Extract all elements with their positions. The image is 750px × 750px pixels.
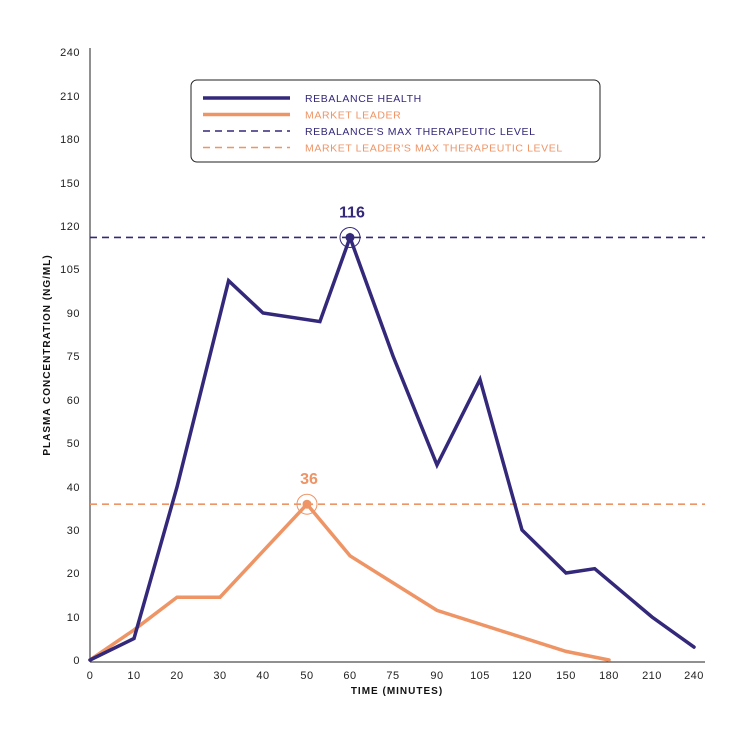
- y-axis-title: PLASMA CONCENTRATION (NG/ML): [42, 254, 53, 455]
- y-tick-label: 150: [60, 178, 80, 190]
- x-tick-labels: 0 10 20 30 40 50 60 75 90 105 120 150 180 210 240: [87, 670, 704, 682]
- y-tick-label: 210: [60, 91, 80, 103]
- legend: REBALANCE HEALTH MARKET LEADER REBALANCE'S…: [190, 79, 601, 163]
- x-tick-label: 90: [430, 670, 443, 682]
- x-tick-label: 10: [127, 670, 140, 682]
- legend-label: REBALANCE HEALTH: [305, 93, 422, 105]
- legend-box: [190, 79, 601, 163]
- x-tick-label: 240: [684, 670, 704, 682]
- y-tick-label: 20: [67, 568, 80, 580]
- legend-label: MARKET LEADER: [305, 109, 401, 121]
- y-tick-label: 120: [60, 221, 80, 233]
- y-tick-label: 60: [67, 395, 80, 407]
- x-axis-title: TIME (MINUTES): [351, 686, 443, 697]
- x-tick-label: 180: [599, 670, 619, 682]
- y-tick-label: 50: [67, 438, 80, 450]
- y-tick-label: 0: [73, 655, 80, 667]
- y-tick-label: 180: [60, 134, 80, 146]
- y-tick-label: 105: [60, 264, 80, 276]
- x-tick-label: 30: [213, 670, 226, 682]
- legend-label: REBALANCE'S MAX THERAPEUTIC LEVEL: [305, 126, 536, 138]
- peak-marker-ring: [296, 493, 318, 515]
- legend-label: MARKET LEADER'S MAX THERAPEUTIC LEVEL: [305, 142, 563, 154]
- x-tick-label: 0: [87, 670, 94, 682]
- y-tick-label: 75: [67, 351, 80, 363]
- y-tick-label: 30: [67, 525, 80, 537]
- peak-value-label: 36: [300, 471, 318, 488]
- y-tick-label: 90: [67, 308, 80, 320]
- peak-marker-dot: [345, 232, 355, 242]
- reference-lines: [90, 236, 705, 506]
- x-tick-label: 20: [170, 670, 183, 682]
- x-tick-label: 75: [386, 670, 399, 682]
- x-tick-label: 150: [556, 670, 576, 682]
- x-tick-label: 210: [642, 670, 662, 682]
- series-line: [88, 501, 611, 662]
- x-tick-label: 50: [300, 670, 313, 682]
- series-lines: [88, 232, 696, 662]
- y-tick-label: 40: [67, 482, 80, 494]
- y-tick-label: 10: [67, 612, 80, 624]
- y-tick-labels: 0 10 20 30 40 50 60 75 90 105 120 150 180 210 240: [60, 47, 80, 667]
- x-tick-label: 105: [470, 670, 490, 682]
- peak-marker-ring: [339, 226, 361, 248]
- series-line: [88, 232, 696, 662]
- x-tick-label: 40: [256, 670, 269, 682]
- peak-markers: 116 36: [296, 204, 365, 515]
- x-tick-label: 60: [343, 670, 356, 682]
- y-tick-label: 240: [60, 47, 80, 59]
- x-tick-label: 120: [512, 670, 532, 682]
- peak-value-label: 116: [339, 204, 365, 221]
- peak-marker-dot: [302, 499, 312, 509]
